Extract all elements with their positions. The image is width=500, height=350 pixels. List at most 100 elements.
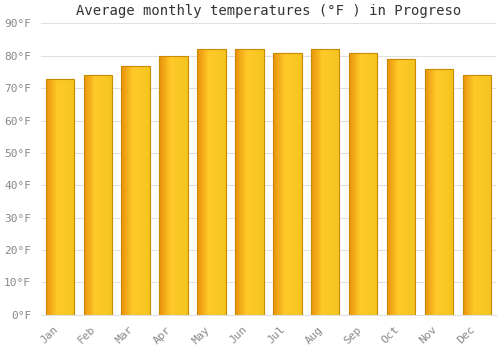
Bar bbox=[89, 75, 90, 315]
Bar bbox=[349, 52, 350, 315]
Bar bbox=[52, 78, 53, 315]
Bar bbox=[479, 75, 480, 315]
Bar bbox=[170, 56, 172, 315]
Bar bbox=[467, 75, 468, 315]
Bar bbox=[199, 49, 200, 315]
Bar bbox=[284, 52, 285, 315]
Bar bbox=[50, 78, 51, 315]
Bar bbox=[55, 78, 56, 315]
Bar bbox=[330, 49, 331, 315]
Bar bbox=[473, 75, 474, 315]
Bar bbox=[433, 69, 434, 315]
Bar bbox=[179, 56, 180, 315]
Bar bbox=[180, 56, 181, 315]
Bar bbox=[482, 75, 483, 315]
Bar bbox=[325, 49, 326, 315]
Bar bbox=[316, 49, 318, 315]
Bar bbox=[67, 78, 68, 315]
Bar bbox=[370, 52, 371, 315]
Bar bbox=[90, 75, 92, 315]
Bar bbox=[48, 78, 49, 315]
Bar bbox=[133, 65, 134, 315]
Bar bbox=[93, 75, 94, 315]
Bar bbox=[222, 49, 223, 315]
Bar bbox=[404, 59, 405, 315]
Bar bbox=[462, 75, 464, 315]
Bar bbox=[202, 49, 203, 315]
Bar bbox=[140, 65, 141, 315]
Bar bbox=[252, 49, 254, 315]
Bar bbox=[182, 56, 183, 315]
Bar bbox=[352, 52, 353, 315]
Bar bbox=[464, 75, 465, 315]
Bar bbox=[165, 56, 166, 315]
Bar bbox=[60, 78, 61, 315]
Bar bbox=[490, 75, 492, 315]
Bar bbox=[256, 49, 257, 315]
Bar bbox=[185, 56, 186, 315]
Title: Average monthly temperatures (°F ) in Progreso: Average monthly temperatures (°F ) in Pr… bbox=[76, 4, 461, 18]
Bar bbox=[470, 75, 471, 315]
Bar bbox=[198, 49, 226, 315]
Bar bbox=[174, 56, 175, 315]
Bar bbox=[367, 52, 368, 315]
Bar bbox=[325, 49, 326, 315]
Bar bbox=[209, 49, 210, 315]
Bar bbox=[318, 49, 319, 315]
Bar bbox=[126, 65, 128, 315]
Bar bbox=[280, 52, 281, 315]
Bar bbox=[482, 75, 483, 315]
Bar bbox=[362, 52, 364, 315]
Bar bbox=[58, 78, 59, 315]
Bar bbox=[248, 49, 249, 315]
Bar bbox=[94, 75, 95, 315]
Bar bbox=[213, 49, 214, 315]
Bar bbox=[244, 49, 246, 315]
Bar bbox=[437, 69, 438, 315]
Bar bbox=[160, 56, 188, 315]
Bar bbox=[180, 56, 182, 315]
Bar bbox=[321, 49, 322, 315]
Bar bbox=[89, 75, 90, 315]
Bar bbox=[147, 65, 148, 315]
Bar bbox=[485, 75, 486, 315]
Bar bbox=[279, 52, 280, 315]
Bar bbox=[103, 75, 104, 315]
Bar bbox=[177, 56, 178, 315]
Bar bbox=[400, 59, 401, 315]
Bar bbox=[322, 49, 323, 315]
Bar bbox=[489, 75, 490, 315]
Bar bbox=[56, 78, 57, 315]
Bar bbox=[334, 49, 336, 315]
Bar bbox=[361, 52, 362, 315]
Bar bbox=[442, 69, 443, 315]
Bar bbox=[280, 52, 281, 315]
Bar bbox=[162, 56, 164, 315]
Bar bbox=[469, 75, 470, 315]
Bar bbox=[462, 75, 491, 315]
Bar bbox=[273, 52, 274, 315]
Bar bbox=[339, 49, 340, 315]
Bar bbox=[426, 69, 428, 315]
Bar bbox=[471, 75, 472, 315]
Bar bbox=[225, 49, 226, 315]
Bar bbox=[436, 69, 438, 315]
Bar bbox=[487, 75, 488, 315]
Bar bbox=[245, 49, 246, 315]
Bar bbox=[239, 49, 240, 315]
Bar bbox=[426, 69, 427, 315]
Bar bbox=[148, 65, 149, 315]
Bar bbox=[311, 49, 312, 315]
Bar bbox=[46, 78, 74, 315]
Bar bbox=[200, 49, 201, 315]
Bar bbox=[445, 69, 446, 315]
Bar bbox=[70, 78, 72, 315]
Bar bbox=[219, 49, 220, 315]
Bar bbox=[64, 78, 65, 315]
Bar bbox=[128, 65, 129, 315]
Bar bbox=[335, 49, 336, 315]
Bar bbox=[246, 49, 247, 315]
Bar bbox=[216, 49, 217, 315]
Bar bbox=[124, 65, 125, 315]
Bar bbox=[353, 52, 354, 315]
